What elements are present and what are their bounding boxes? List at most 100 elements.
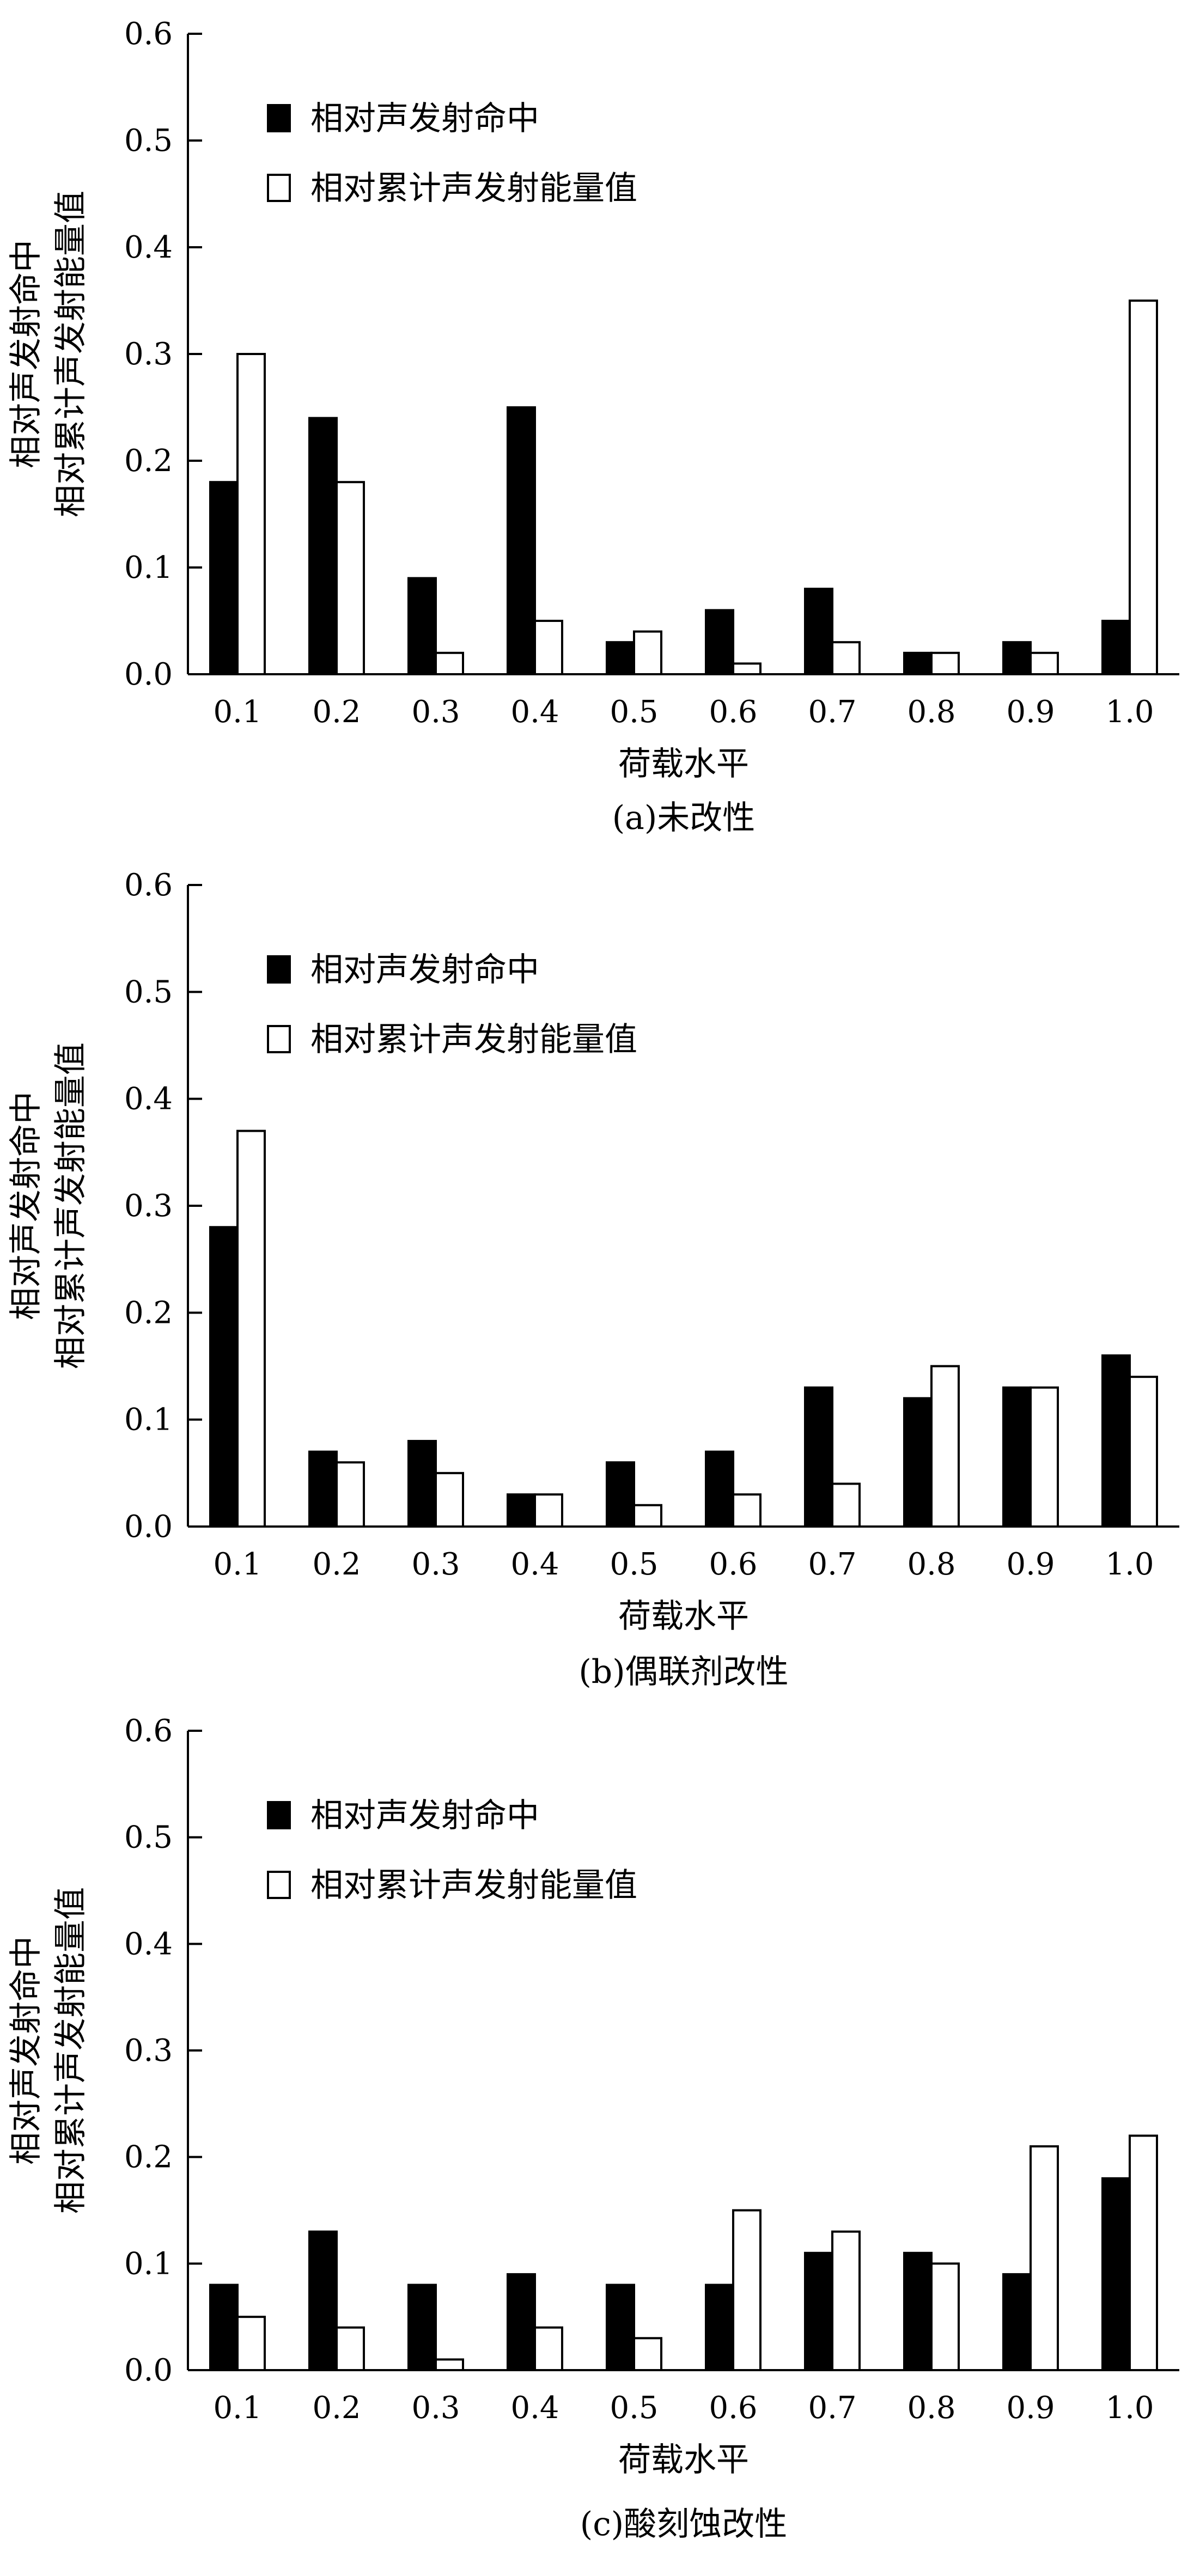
bar-energy bbox=[930, 1365, 960, 1528]
x-tick-label: 1.0 bbox=[1105, 2390, 1154, 2426]
y-tick-label: 0.3 bbox=[124, 2033, 173, 2068]
x-tick-label: 0.1 bbox=[213, 1547, 261, 1582]
y-axis-title: 相对累计声发射能量值 bbox=[52, 191, 90, 517]
bar-hits bbox=[507, 1493, 536, 1528]
y-tick-label: 0.5 bbox=[124, 1820, 173, 1855]
bar-energy bbox=[1030, 2145, 1059, 2372]
bar-hits bbox=[209, 1226, 239, 1528]
x-tick-label: 0.9 bbox=[1006, 1547, 1055, 1582]
bar-energy bbox=[435, 651, 464, 676]
legend-swatch bbox=[267, 955, 291, 984]
bar-energy bbox=[831, 2230, 861, 2371]
y-tick-label: 0.5 bbox=[124, 974, 173, 1010]
x-tick-label: 1.0 bbox=[1105, 1547, 1154, 1582]
y-tick-label: 0.3 bbox=[124, 1188, 173, 1224]
bar-hits bbox=[903, 1397, 933, 1528]
y-tick-label: 0.4 bbox=[124, 1926, 173, 1962]
bar-energy bbox=[633, 2337, 662, 2371]
x-axis-title: 荷载水平 bbox=[618, 745, 749, 783]
legend-swatch bbox=[267, 1025, 291, 1053]
bar-hits bbox=[705, 609, 734, 676]
bar-hits bbox=[804, 2251, 833, 2371]
x-tick-label: 1.0 bbox=[1105, 694, 1154, 730]
bar-energy bbox=[1030, 1386, 1059, 1528]
bar-hits bbox=[209, 481, 239, 675]
bar-energy bbox=[1129, 1376, 1158, 1528]
bar-energy bbox=[236, 2316, 266, 2371]
bar-hits bbox=[1002, 2273, 1032, 2371]
bar-hits bbox=[507, 406, 536, 675]
x-tick-label: 0.6 bbox=[709, 2390, 757, 2426]
x-tick-label: 0.2 bbox=[312, 2390, 361, 2426]
bar-hits bbox=[705, 1450, 734, 1528]
bar-hits bbox=[1101, 2177, 1131, 2372]
y-tick-label: 0.6 bbox=[124, 16, 173, 52]
x-tick-label: 0.3 bbox=[411, 2390, 460, 2426]
bar-energy bbox=[732, 662, 762, 676]
legend-swatch bbox=[267, 174, 291, 202]
bar-energy bbox=[336, 2326, 365, 2372]
bar-hits bbox=[1002, 1386, 1032, 1528]
y-tick-label: 0.2 bbox=[124, 1295, 173, 1330]
legend-label: 相对声发射命中 bbox=[310, 951, 539, 989]
chart-caption: (b)偶联剂改性 bbox=[578, 1653, 788, 1691]
x-tick-label: 0.9 bbox=[1006, 2390, 1055, 2426]
x-tick-label: 0.8 bbox=[907, 1547, 955, 1582]
bar-hits bbox=[1101, 620, 1131, 675]
y-axis-title: 相对累计声发射能量值 bbox=[52, 1042, 90, 1369]
x-tick-label: 0.7 bbox=[808, 694, 856, 730]
x-tick-label: 0.5 bbox=[610, 694, 658, 730]
bar-energy bbox=[1030, 651, 1059, 676]
x-tick-label: 0.4 bbox=[510, 2390, 559, 2426]
legend-label: 相对累计声发射能量值 bbox=[310, 1021, 637, 1059]
bar-hits bbox=[407, 577, 437, 675]
bar-energy bbox=[831, 641, 861, 675]
x-tick-label: 0.9 bbox=[1006, 694, 1055, 730]
x-tick-label: 0.4 bbox=[510, 1547, 559, 1582]
bar-hits bbox=[606, 641, 635, 675]
y-axis-title: 相对累计声发射能量值 bbox=[52, 1887, 90, 2214]
bar-energy bbox=[534, 2326, 563, 2372]
chart-caption: (c)酸刻蚀改性 bbox=[580, 2505, 787, 2543]
bar-hits bbox=[903, 2251, 933, 2371]
chart-panel-0: 0.0 0.1 0.2 0.3 0.4 0.5 0.6 0.1 0.2 0.3 0.4 0.5 0.6 0… bbox=[7, 16, 1179, 837]
legend-swatch bbox=[267, 1871, 291, 1899]
x-tick-label: 0.1 bbox=[213, 694, 261, 730]
y-tick-label: 0.2 bbox=[124, 2140, 173, 2175]
legend-label: 相对声发射命中 bbox=[310, 100, 539, 138]
bar-hits bbox=[407, 1439, 437, 1528]
bar-hits bbox=[308, 417, 338, 675]
y-tick-label: 0.0 bbox=[124, 2353, 173, 2388]
bar-energy bbox=[1129, 2134, 1158, 2372]
x-tick-label: 0.4 bbox=[510, 694, 559, 730]
y-tick-label: 0.3 bbox=[124, 337, 173, 372]
bar-hits bbox=[308, 1450, 338, 1528]
bar-energy bbox=[534, 620, 563, 675]
bar-hits bbox=[903, 651, 933, 676]
x-tick-label: 0.5 bbox=[610, 2390, 658, 2426]
bar-energy bbox=[236, 353, 266, 675]
bar-energy bbox=[534, 1493, 563, 1528]
bar-energy bbox=[336, 1461, 365, 1528]
bar-hits bbox=[804, 1386, 833, 1528]
x-tick-label: 0.8 bbox=[907, 694, 955, 730]
x-axis-title: 荷载水平 bbox=[618, 2441, 749, 2479]
bar-energy bbox=[336, 481, 365, 675]
y-axis-title: 相对声发射命中 bbox=[7, 1936, 45, 2165]
y-tick-label: 0.0 bbox=[124, 657, 173, 692]
y-tick-label: 0.4 bbox=[124, 1082, 173, 1117]
bar-energy bbox=[236, 1130, 266, 1528]
bar-hits bbox=[308, 2230, 338, 2371]
x-axis-title: 荷载水平 bbox=[618, 1597, 749, 1635]
bar-energy bbox=[831, 1482, 861, 1528]
y-tick-label: 0.0 bbox=[124, 1509, 173, 1545]
bar-energy bbox=[435, 2358, 464, 2371]
bar-energy bbox=[732, 2209, 762, 2371]
bar-energy bbox=[930, 651, 960, 676]
bar-hits bbox=[1101, 1354, 1131, 1528]
y-tick-label: 0.1 bbox=[124, 550, 173, 585]
y-axis-title: 相对声发射命中 bbox=[7, 240, 45, 468]
x-tick-label: 0.7 bbox=[808, 2390, 856, 2426]
bar-hits bbox=[606, 1461, 635, 1528]
y-tick-label: 0.6 bbox=[124, 1713, 173, 1749]
